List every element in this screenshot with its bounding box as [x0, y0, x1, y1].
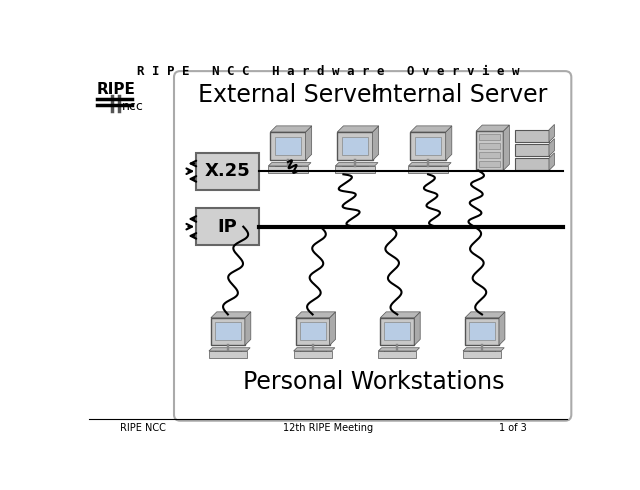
Polygon shape — [372, 126, 379, 160]
Bar — [270, 132, 305, 160]
Polygon shape — [296, 312, 335, 318]
Bar — [337, 132, 372, 160]
Bar — [385, 322, 410, 340]
Bar — [300, 322, 326, 340]
Bar — [479, 161, 500, 167]
Polygon shape — [337, 126, 379, 132]
Bar — [385, 350, 410, 354]
Polygon shape — [410, 126, 452, 132]
Polygon shape — [245, 312, 251, 345]
Bar — [196, 208, 259, 245]
Bar — [378, 351, 416, 358]
Bar — [469, 350, 495, 354]
Bar — [209, 351, 247, 358]
Bar — [342, 137, 369, 155]
Polygon shape — [294, 348, 335, 351]
Text: External Server: External Server — [198, 83, 381, 107]
Bar — [515, 144, 549, 156]
Polygon shape — [408, 163, 451, 166]
Polygon shape — [270, 126, 312, 132]
Text: 1 of 3: 1 of 3 — [499, 423, 527, 433]
Text: Personal Workstations: Personal Workstations — [243, 370, 505, 394]
Text: 12th RIPE Meeting: 12th RIPE Meeting — [283, 423, 373, 433]
Text: RIPE: RIPE — [97, 82, 136, 98]
Text: R I P E   N C C   H a r d w a r e   O v e r v i e w: R I P E N C C H a r d w a r e O v e r v … — [137, 65, 519, 78]
Bar — [410, 132, 445, 160]
Bar — [342, 166, 369, 170]
Polygon shape — [549, 153, 554, 171]
Bar — [476, 131, 503, 171]
Polygon shape — [378, 348, 420, 351]
Polygon shape — [463, 348, 504, 351]
FancyBboxPatch shape — [174, 71, 572, 421]
Text: RIPE NCC: RIPE NCC — [120, 423, 166, 433]
Polygon shape — [209, 348, 250, 351]
Polygon shape — [380, 312, 420, 318]
Bar — [300, 350, 326, 354]
Text: Internal Server: Internal Server — [371, 83, 547, 107]
Bar — [479, 143, 500, 149]
Bar — [215, 350, 241, 354]
Bar — [408, 166, 448, 173]
Text: ncc: ncc — [122, 99, 143, 113]
Polygon shape — [268, 163, 311, 166]
Bar — [515, 158, 549, 171]
Polygon shape — [330, 312, 335, 345]
Bar — [415, 137, 442, 155]
Polygon shape — [549, 124, 554, 142]
Bar — [268, 166, 308, 173]
Polygon shape — [503, 125, 509, 171]
Bar — [469, 322, 495, 340]
Bar — [296, 318, 330, 345]
Bar — [211, 318, 245, 345]
Bar — [196, 153, 259, 190]
Bar — [294, 351, 332, 358]
Polygon shape — [499, 312, 505, 345]
Polygon shape — [549, 139, 554, 156]
Polygon shape — [465, 312, 505, 318]
Text: X.25: X.25 — [204, 162, 250, 180]
Polygon shape — [305, 126, 312, 160]
Bar — [463, 351, 501, 358]
Polygon shape — [476, 125, 509, 131]
Text: IP: IP — [217, 218, 237, 236]
Bar — [275, 166, 301, 170]
Polygon shape — [335, 163, 378, 166]
Bar — [479, 152, 500, 158]
Bar — [215, 322, 241, 340]
Bar — [479, 134, 500, 140]
Bar — [515, 130, 549, 142]
Polygon shape — [445, 126, 452, 160]
Polygon shape — [211, 312, 251, 318]
Bar — [415, 166, 442, 170]
Bar — [465, 318, 499, 345]
Polygon shape — [414, 312, 420, 345]
Bar — [335, 166, 374, 173]
Bar — [380, 318, 414, 345]
Bar — [275, 137, 301, 155]
